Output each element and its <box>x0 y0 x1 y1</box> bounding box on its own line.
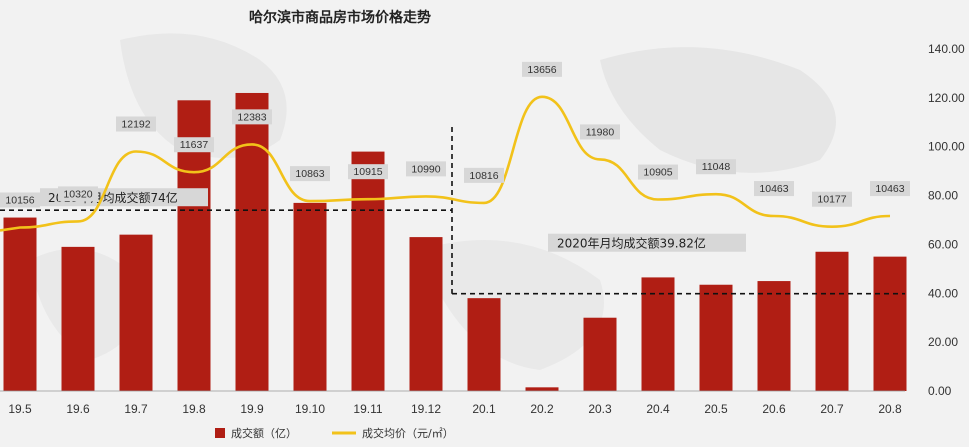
x-tick-19.12: 19.12 <box>411 402 441 416</box>
price-label-19.11: 10915 <box>353 166 382 178</box>
x-tick-19.7: 19.7 <box>124 402 148 416</box>
price-label-box <box>290 166 330 182</box>
legend-line-label: 成交均价（元/㎡） <box>362 426 454 440</box>
bar-20.5 <box>699 284 733 391</box>
legend-bar-label: 成交额（亿） <box>231 426 297 440</box>
x-tick-19.6: 19.6 <box>66 402 90 416</box>
price-label-box <box>638 164 678 180</box>
bar-19.12 <box>409 237 443 391</box>
x-tick-20.2: 20.2 <box>530 402 554 416</box>
x-tick-20.3: 20.3 <box>588 402 612 416</box>
price-label-box <box>464 167 504 183</box>
bar-20.3 <box>583 317 617 391</box>
x-tick-20.6: 20.6 <box>762 402 786 416</box>
price-label-box <box>232 109 272 125</box>
bar-19.6 <box>61 246 95 391</box>
price-label-20.6: 10463 <box>759 183 788 195</box>
bar-20.7 <box>815 251 849 391</box>
price-label-box <box>174 137 214 153</box>
price-label-19.5: 10156 <box>5 195 34 207</box>
x-tick-19.5: 19.5 <box>8 402 32 416</box>
world-map-background <box>30 33 836 370</box>
price-label-box <box>406 161 446 177</box>
y-tick-80.00: 80.00 <box>928 189 958 203</box>
legend-bar-swatch <box>215 428 225 438</box>
price-label-19.9: 12383 <box>237 111 266 123</box>
price-label-19.7: 12192 <box>121 118 150 130</box>
bar-20.2 <box>525 387 559 391</box>
price-label-20.1: 10816 <box>469 170 498 182</box>
price-label-20.5: 11048 <box>702 161 731 173</box>
y-tick-60.00: 60.00 <box>928 237 958 251</box>
bar-20.6 <box>757 281 791 391</box>
bar-19.7 <box>119 234 153 391</box>
price-label-box <box>58 186 98 202</box>
price-label-box <box>348 164 388 180</box>
price-label-19.6: 10320 <box>63 188 92 200</box>
price-label-20.7: 10177 <box>817 194 846 206</box>
bar-19.10 <box>293 202 327 391</box>
bar-19.5 <box>3 217 37 391</box>
price-label-19.12: 10990 <box>411 163 440 175</box>
price-label-box <box>754 181 794 197</box>
price-label-box <box>0 192 40 208</box>
price-label-20.3: 11980 <box>586 126 615 138</box>
x-tick-20.5: 20.5 <box>704 402 728 416</box>
bar-20.1 <box>467 298 501 391</box>
price-label-19.10: 10863 <box>295 168 324 180</box>
x-tick-19.9: 19.9 <box>240 402 264 416</box>
legend: 成交额（亿） 成交均价（元/㎡） <box>215 426 454 440</box>
avg-2020-label: 2020年月均成交额39.82亿 <box>557 236 706 251</box>
price-label-19.8: 11637 <box>180 139 209 151</box>
price-label-box <box>522 61 562 77</box>
price-label-box <box>870 181 910 197</box>
price-label-box <box>696 159 736 175</box>
x-tick-20.7: 20.7 <box>820 402 844 416</box>
bar-19.11 <box>351 151 385 391</box>
y-tick-40.00: 40.00 <box>928 286 958 300</box>
price-label-box <box>812 191 852 207</box>
y-tick-120.00: 120.00 <box>928 91 965 105</box>
chart-title: 哈尔滨市商品房市场价格走势 <box>249 9 431 26</box>
price-label-20.8: 10463 <box>875 183 904 195</box>
y-tick-100.00: 100.00 <box>928 140 965 154</box>
x-tick-20.1: 20.1 <box>472 402 496 416</box>
price-label-20.4: 10905 <box>643 167 672 179</box>
price-label-20.2: 13656 <box>527 64 556 76</box>
y-tick-0.00: 0.00 <box>928 384 952 398</box>
bar-20.4 <box>641 277 675 391</box>
x-tick-20.8: 20.8 <box>878 402 902 416</box>
y-tick-20.00: 20.00 <box>928 335 958 349</box>
price-label-box <box>580 124 620 140</box>
x-tick-20.4: 20.4 <box>646 402 670 416</box>
price-label-box <box>116 116 156 132</box>
x-tick-19.10: 19.10 <box>295 402 325 416</box>
bar-19.9 <box>235 92 269 391</box>
y-tick-140.00: 140.00 <box>928 42 965 56</box>
avg-2020-label-box <box>548 233 746 252</box>
avg-price-line <box>0 95 891 232</box>
x-tick-19.8: 19.8 <box>182 402 206 416</box>
bar-20.8 <box>873 256 907 391</box>
x-tick-19.11: 19.11 <box>353 402 382 416</box>
